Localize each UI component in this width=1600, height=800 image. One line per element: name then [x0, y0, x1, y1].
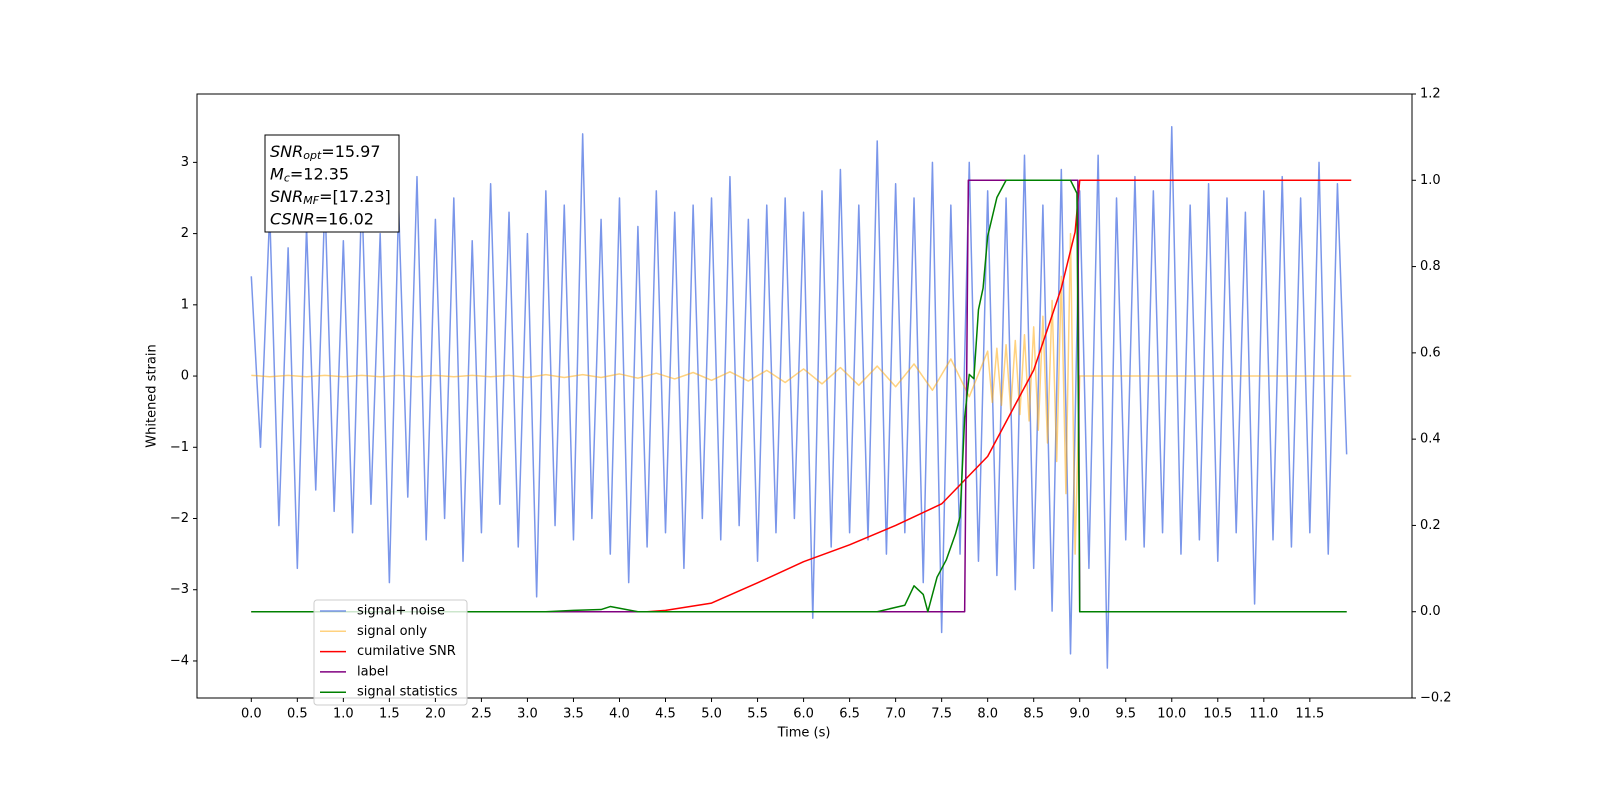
annotation-line: CSNR=16.02 — [270, 209, 374, 228]
x-tick-label: 7.5 — [931, 707, 952, 722]
series-line — [250, 126, 1348, 669]
series-line — [251, 179, 1352, 613]
y-axis-label: Whitened strain — [145, 344, 160, 447]
y2-tick-label: 0.6 — [1420, 345, 1441, 360]
annotation-value: =[17.23] — [319, 187, 391, 206]
x-tick-label: 6.5 — [839, 707, 860, 722]
y-tick-label: 0 — [181, 369, 189, 384]
x-tick-label: 4.0 — [609, 707, 630, 722]
y-tick-label: 2 — [181, 226, 189, 241]
y2-tick-label: 0.8 — [1420, 259, 1441, 274]
annotation-box: SNRopt=15.97Mc=12.35SNRMF=[17.23]CSNR=16… — [264, 134, 400, 233]
x-tick-label: 11.5 — [1295, 707, 1324, 722]
annotation-value: =16.02 — [315, 209, 374, 228]
x-tick-label: 1.5 — [379, 707, 400, 722]
x-tick-label: 7.0 — [885, 707, 906, 722]
x-axis-label: Time (s) — [777, 726, 831, 741]
x-tick-label: 8.5 — [1023, 707, 1044, 722]
annotation-sub: opt — [303, 149, 322, 162]
x-tick-label: 11.0 — [1249, 707, 1278, 722]
y2-tick-label: −0.2 — [1420, 691, 1452, 706]
legend-label: signal statistics — [357, 685, 458, 700]
legend-frame — [313, 599, 468, 706]
y-tick-label: −2 — [170, 511, 189, 526]
annotation-base: CSNR — [270, 209, 315, 228]
annotation-sub: c — [284, 172, 290, 185]
y2-tick-label: 0.0 — [1420, 604, 1441, 619]
y-tick-label: −3 — [170, 582, 189, 597]
x-tick-label: 9.0 — [1069, 707, 1090, 722]
annotation-value: =12.35 — [290, 164, 349, 183]
y-tick-label: 1 — [181, 297, 189, 312]
y2-tick-label: 1.2 — [1420, 87, 1441, 102]
annotation-line: SNRopt=15.97 — [270, 142, 381, 163]
annotation-base: SNR — [270, 187, 303, 206]
x-tick-label: 5.0 — [701, 707, 722, 722]
plot-area — [250, 126, 1352, 669]
annotation-line: Mc=12.35 — [270, 164, 349, 185]
x-tick-label: 2.5 — [471, 707, 492, 722]
x-tick-label: 0.5 — [287, 707, 308, 722]
legend-label: signal only — [357, 624, 427, 639]
x-tick-label: 3.0 — [517, 707, 538, 722]
y-tick-label: −1 — [170, 440, 189, 455]
legend-label: cumilative SNR — [357, 644, 456, 659]
annotation-base: SNR — [270, 142, 303, 161]
annotation-sub: MF — [303, 194, 319, 207]
x-tick-label: 10.5 — [1203, 707, 1232, 722]
y2-tick-label: 0.2 — [1420, 518, 1441, 533]
x-tick-label: 6.0 — [793, 707, 814, 722]
x-tick-label: 1.0 — [333, 707, 354, 722]
x-tick-label: 5.5 — [747, 707, 768, 722]
y2-tick-label: 1.0 — [1420, 173, 1441, 188]
legend-label: signal+ noise — [357, 604, 445, 619]
y2-tick-label: 0.4 — [1420, 432, 1441, 447]
x-tick-label: 3.5 — [563, 707, 584, 722]
x-tick-label: 10.0 — [1157, 707, 1186, 722]
annotation-line: SNRMF=[17.23] — [270, 187, 391, 208]
y-tick-label: −4 — [170, 653, 189, 668]
x-tick-label: 0.0 — [241, 707, 262, 722]
annotation-frame — [264, 134, 400, 233]
annotation-value: =15.97 — [321, 142, 380, 161]
series-line — [251, 232, 1352, 555]
x-tick-label: 8.0 — [977, 707, 998, 722]
x-tick-label: 2.0 — [425, 707, 446, 722]
legend: signal+ noise signal only cumilative SNR la… — [313, 599, 468, 706]
legend-label: label — [357, 664, 388, 679]
x-tick-label: 4.5 — [655, 707, 676, 722]
axes-frame — [196, 93, 1413, 699]
x-tick-label: 9.5 — [1115, 707, 1136, 722]
y-tick-label: 3 — [181, 155, 189, 170]
series-line — [251, 179, 1347, 613]
annotation-base: M — [270, 164, 284, 183]
